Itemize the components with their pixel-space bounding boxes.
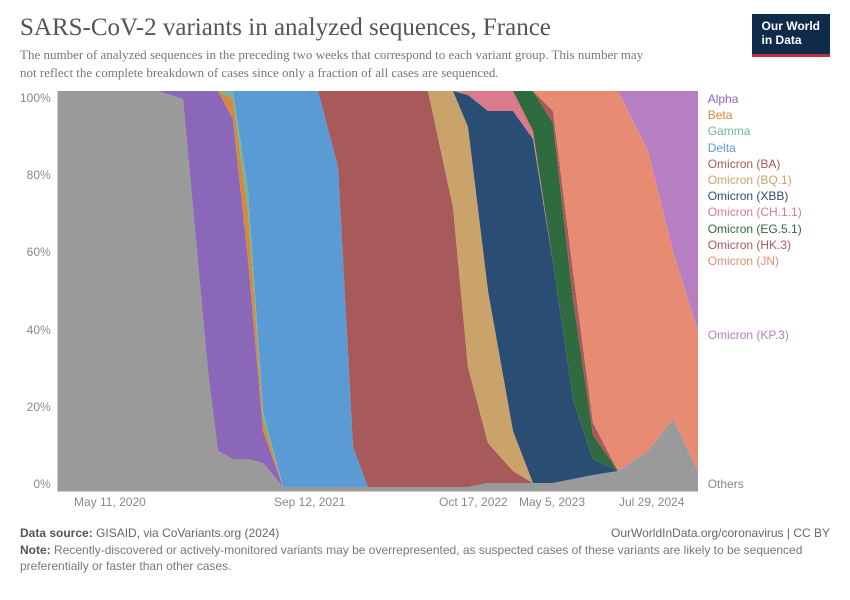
legend-item: Gamma	[708, 123, 802, 139]
legend-item: Omicron (BA)	[708, 156, 802, 172]
legend-item: Omicron (HK.3)	[708, 237, 802, 253]
legend-item: Alpha	[708, 91, 802, 107]
y-tick-label: 80%	[27, 168, 51, 182]
y-tick-label: 20%	[27, 400, 51, 414]
source-value: GISAID, via CoVariants.org (2024)	[96, 526, 279, 540]
legend-item: Omicron (CH.1.1)	[708, 204, 802, 220]
legend-item: Delta	[708, 140, 802, 156]
y-tick-label: 0%	[33, 477, 50, 491]
legend-item: Omicron (BQ.1)	[708, 172, 802, 188]
data-source: Data source: GISAID, via CoVariants.org …	[20, 526, 279, 540]
plot	[57, 91, 698, 492]
y-tick-label: 60%	[27, 245, 51, 259]
legend-item: Beta	[708, 107, 802, 123]
header: SARS-CoV-2 variants in analyzed sequence…	[20, 14, 830, 91]
area-chart-svg	[58, 91, 698, 491]
x-axis: May 11, 2020 Sep 12, 2021 Oct 17, 2022 May …	[66, 492, 706, 512]
legend-item: Omicron (JN)	[708, 253, 802, 269]
chart-subtitle: The number of analyzed sequences in the …	[20, 46, 660, 81]
attribution: OurWorldInData.org/coronavirus | CC BY	[611, 526, 830, 540]
source-label: Data source:	[20, 526, 93, 540]
x-tick-label: Oct 17, 2022	[439, 495, 508, 509]
chart-title: SARS-CoV-2 variants in analyzed sequence…	[20, 14, 660, 42]
legend-item: Omicron (XBB)	[708, 188, 802, 204]
note-label: Note:	[20, 543, 51, 557]
legend: AlphaBetaGammaDeltaOmicron (BA)Omicron (…	[698, 91, 828, 491]
x-tick-label: May 5, 2023	[519, 495, 585, 509]
legend-item: Others	[708, 477, 744, 491]
y-tick-label: 40%	[27, 323, 51, 337]
x-tick-label: Jul 29, 2024	[619, 495, 684, 509]
footer-note: Note: Recently-discovered or actively-mo…	[20, 542, 830, 574]
footer: Data source: GISAID, via CoVariants.org …	[20, 526, 830, 574]
x-tick-label: Sep 12, 2021	[274, 495, 345, 509]
chart-area: 100%80%60%40%20%0% AlphaBetaGammaDeltaOm…	[20, 91, 830, 492]
owid-logo: Our World in Data	[752, 14, 830, 57]
legend-item: Omicron (KP.3)	[708, 327, 789, 343]
y-tick-label: 100%	[20, 91, 51, 105]
x-tick-label: May 11, 2020	[74, 495, 146, 509]
y-axis: 100% 80% 60% 40% 20% 0%	[20, 91, 57, 491]
legend-item: Omicron (EG.5.1)	[708, 221, 802, 237]
note-value: Recently-discovered or actively-monitore…	[20, 543, 802, 573]
